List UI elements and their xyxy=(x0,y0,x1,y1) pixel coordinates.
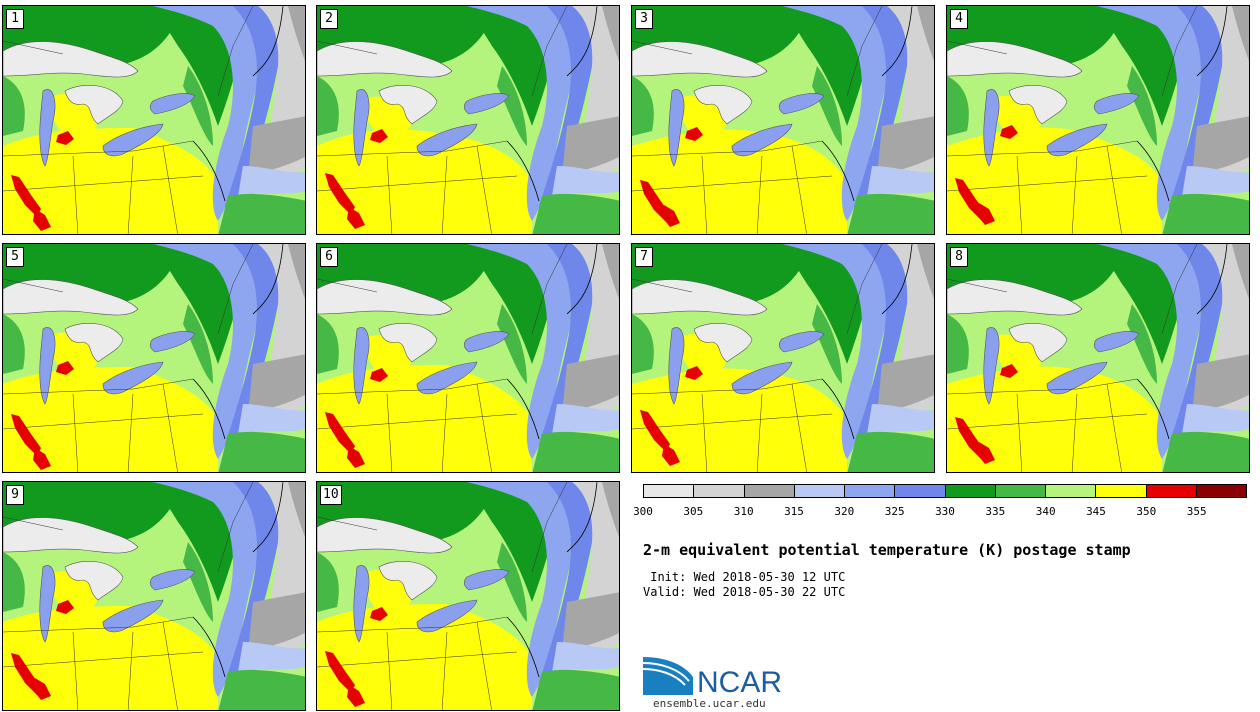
map-image xyxy=(317,482,619,710)
member-number: 9 xyxy=(6,485,24,505)
member-number: 8 xyxy=(950,247,968,267)
colorbar-segment xyxy=(644,485,695,497)
colorbar-tick-label: 315 xyxy=(784,505,804,518)
member-number: 10 xyxy=(320,485,342,505)
colorbar-tick-label: 310 xyxy=(733,505,754,518)
colorbar-segment xyxy=(694,485,745,497)
colorbar-tick-label: 335 xyxy=(985,505,1006,518)
map-panel: 2 xyxy=(316,5,620,235)
colorbar-segment xyxy=(1146,485,1197,497)
member-number: 6 xyxy=(320,247,338,267)
map-panel: 8 xyxy=(946,243,1250,473)
map-panel: 7 xyxy=(631,243,935,473)
colorbar-segment xyxy=(895,485,946,497)
init-time: Init: Wed 2018-05-30 12 UTC xyxy=(643,570,846,584)
colorbar-segment xyxy=(845,485,896,497)
colorbar-tick-labels: 300 305 310 315 320 325 330 335 340 345 350 355 xyxy=(633,505,1247,521)
colorbar-segment xyxy=(945,485,996,497)
member-number: 4 xyxy=(950,9,968,29)
map-image xyxy=(947,6,1249,234)
map-panel: 1 xyxy=(2,5,306,235)
colorbar-segment xyxy=(1096,485,1147,497)
colorbar xyxy=(643,484,1247,498)
plot-title: 2-m equivalent potential temperature (K)… xyxy=(643,541,1131,559)
valid-time: Valid: Wed 2018-05-30 22 UTC xyxy=(643,585,846,599)
colorbar-tick-label: 325 xyxy=(884,505,905,518)
map-panel: 9 xyxy=(2,481,306,711)
colorbar-tick-label: 305 xyxy=(683,505,704,518)
map-image xyxy=(3,482,305,710)
colorbar-tick-label: 350 xyxy=(1136,505,1157,518)
colorbar-segment xyxy=(995,485,1046,497)
colorbar-tick-label: 345 xyxy=(1086,505,1106,518)
member-number: 1 xyxy=(6,9,24,29)
map-image xyxy=(3,6,305,234)
map-image xyxy=(632,6,934,234)
colorbar-tick-label: 300 xyxy=(633,505,653,518)
map-image xyxy=(317,6,619,234)
colorbar-tick-label: 340 xyxy=(1035,505,1056,518)
map-panel: 3 xyxy=(631,5,935,235)
colorbar-segment xyxy=(794,485,845,497)
colorbar-tick-label: 320 xyxy=(834,505,855,518)
map-image xyxy=(317,244,619,472)
colorbar-tick-label: 355 xyxy=(1186,505,1207,518)
member-number: 2 xyxy=(320,9,338,29)
map-image xyxy=(947,244,1249,472)
ncar-logo-text: NCAR xyxy=(697,666,782,697)
map-panel: 4 xyxy=(946,5,1250,235)
ncar-url[interactable]: ensemble.ucar.edu xyxy=(653,697,766,710)
map-panel: 6 xyxy=(316,243,620,473)
colorbar-segment xyxy=(1196,485,1246,497)
member-number: 5 xyxy=(6,247,24,267)
map-image xyxy=(3,244,305,472)
colorbar-segment xyxy=(744,485,795,497)
colorbar-tick-label: 330 xyxy=(935,505,955,518)
map-panel: 5 xyxy=(2,243,306,473)
member-number: 7 xyxy=(635,247,653,267)
ncar-logo: NCAR xyxy=(643,657,782,697)
map-panel: 10 xyxy=(316,481,620,711)
map-image xyxy=(632,244,934,472)
colorbar-segment xyxy=(1046,485,1097,497)
member-number: 3 xyxy=(635,9,653,29)
